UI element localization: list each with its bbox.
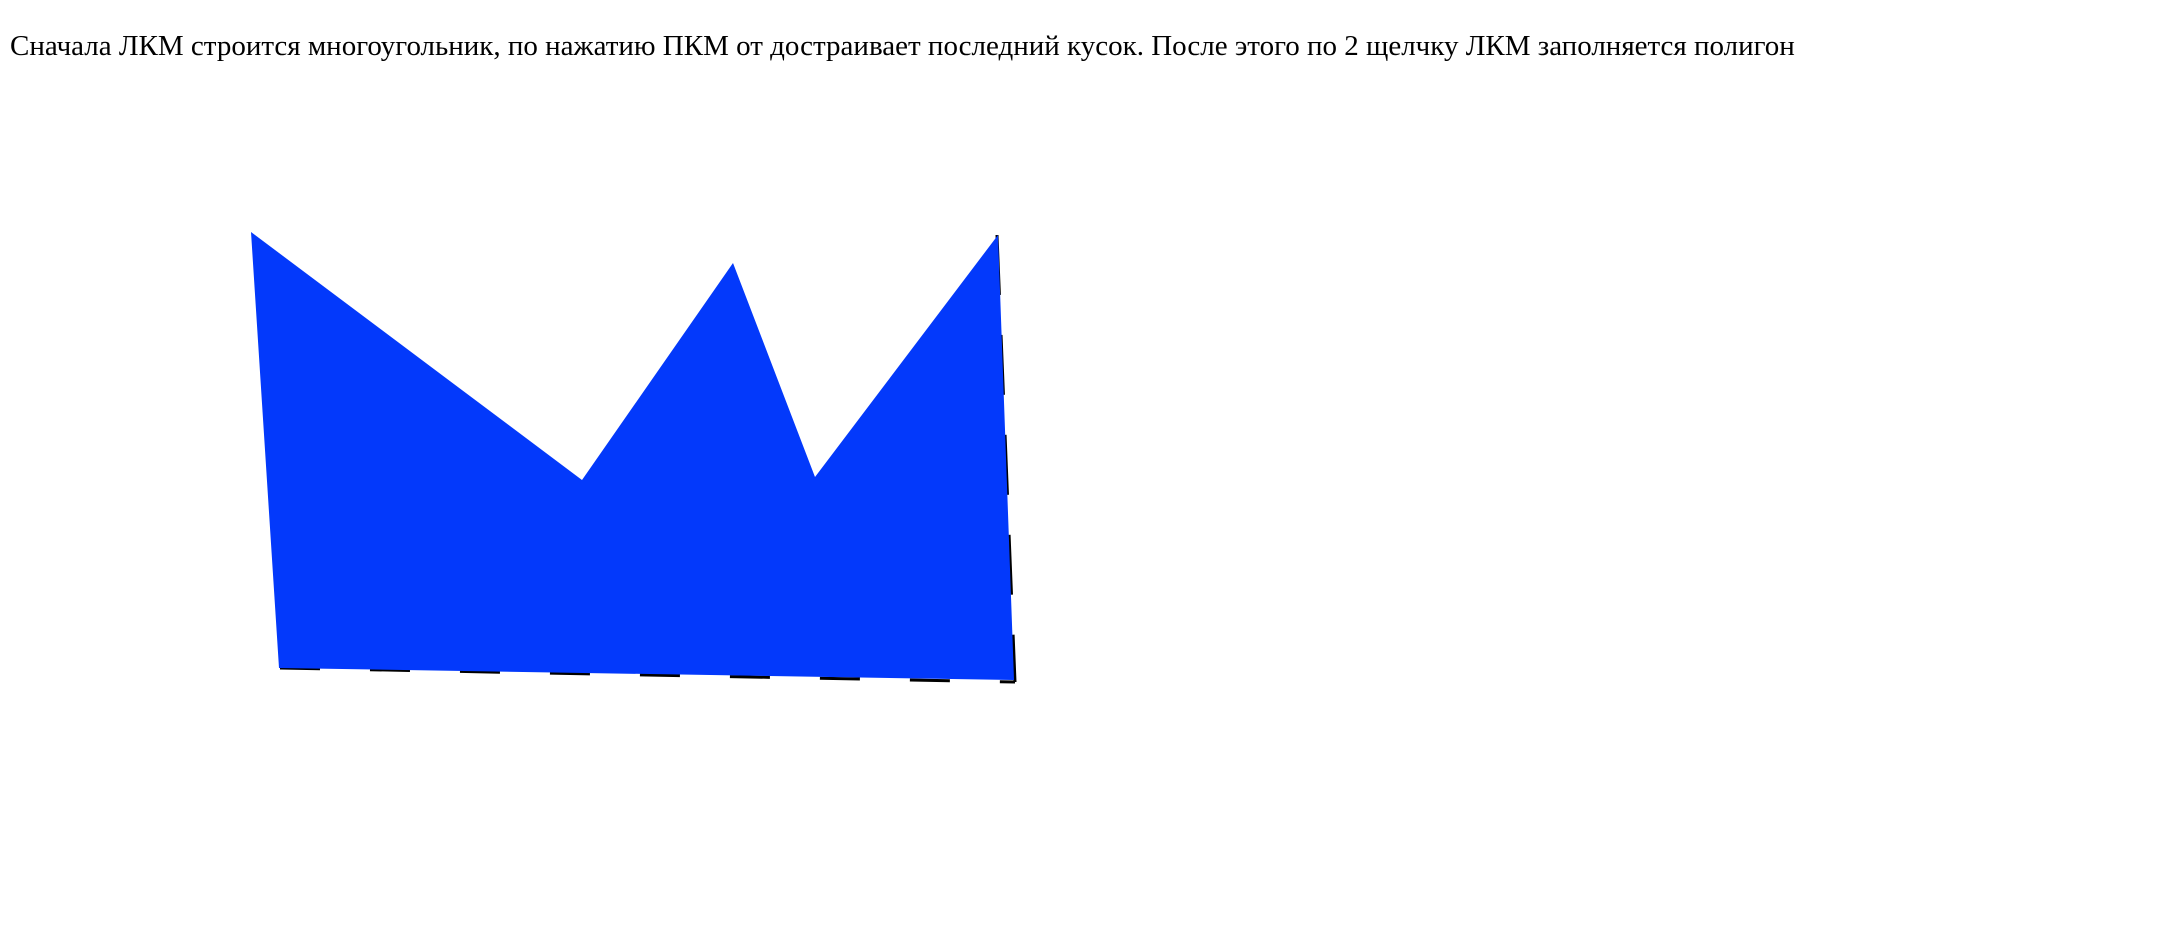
drawing-canvas[interactable] bbox=[0, 90, 2164, 932]
drawing-canvas-area[interactable] bbox=[0, 90, 2164, 932]
instructions-text: Сначала ЛКМ строится многоугольник, по н… bbox=[10, 28, 1795, 64]
